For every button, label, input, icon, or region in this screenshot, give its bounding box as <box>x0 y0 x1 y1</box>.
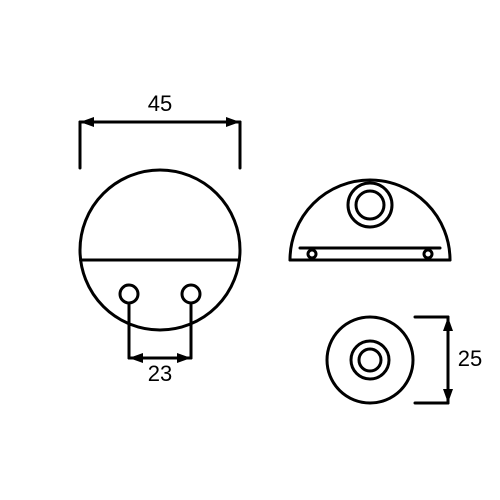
dim-label-45: 45 <box>148 91 172 116</box>
dim-label-23: 23 <box>148 361 172 386</box>
dim-label-25: 25 <box>458 346 482 371</box>
technical-drawing: 45 23 25 <box>0 0 500 500</box>
